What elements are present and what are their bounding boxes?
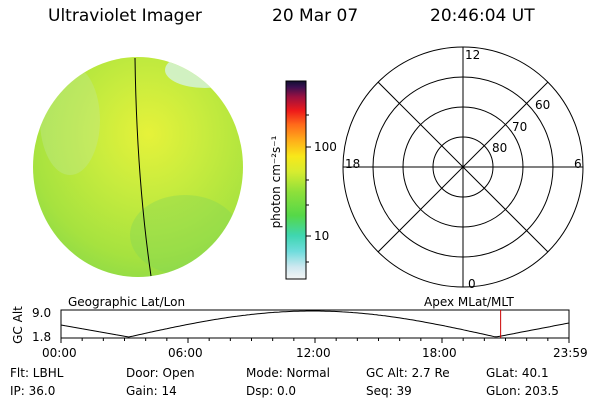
bright-limb [165,57,243,88]
timeline-ytick-1.8: 1.8 [32,330,52,344]
timeline-right-title: Apex MLat/MLT [424,295,514,309]
colorbar [285,80,311,280]
mlt-label-18: 18 [345,157,361,171]
colorbar-gradient [285,80,307,280]
info-gc-alt: GC Alt: 2.7 Re [366,366,450,380]
info-mode: Mode: Normal [246,366,330,380]
colorbar-tick-100: 100 [314,140,337,154]
xtick-12: 12:00 [296,346,331,360]
timeline-strip [60,309,570,343]
timeline-ylabel: GC Alt [11,306,25,344]
instrument-title: Ultraviolet Imager [48,6,202,26]
mlt-label-6: 6 [574,157,582,171]
lat-label-70: 70 [512,120,528,134]
timeline-left-title: Geographic Lat/Lon [68,295,186,309]
info-filter: Flt: LBHL [10,366,64,380]
xtick-06: 06:00 [168,346,203,360]
timeline-frame [60,309,570,339]
mlt-label-0: 0 [468,277,476,291]
mlt-label-12: 12 [465,48,481,62]
xtick-18: 18:00 [422,346,457,360]
info-gain: Gain: 14 [126,384,177,398]
terminator-line [134,57,152,277]
info-ip: IP: 36.0 [10,384,56,398]
info-dsp: Dsp: 0.0 [246,384,297,398]
lat-label-60: 60 [535,98,551,112]
xtick-00: 00:00 [42,346,77,360]
polar-plot [342,46,584,288]
timeline-ytick-9: 9.0 [32,306,52,320]
colorbar-tick-10: 10 [314,229,330,243]
earth-disk [33,57,243,277]
date-label: 20 Mar 07 [272,6,359,26]
info-glat: GLat: 40.1 [486,366,549,380]
uv-image [33,57,243,277]
xtick-2359: 23:59 [553,346,588,360]
info-door: Door: Open [126,366,195,380]
colorbar-label: photon cm⁻²s⁻¹ [269,135,283,229]
info-glon: GLon: 203.5 [486,384,559,398]
info-seq: Seq: 39 [366,384,412,398]
lat-label-80: 80 [492,141,508,155]
time-label: 20:46:04 UT [430,6,535,26]
altitude-curve [60,310,570,338]
diag-2 [377,81,549,253]
